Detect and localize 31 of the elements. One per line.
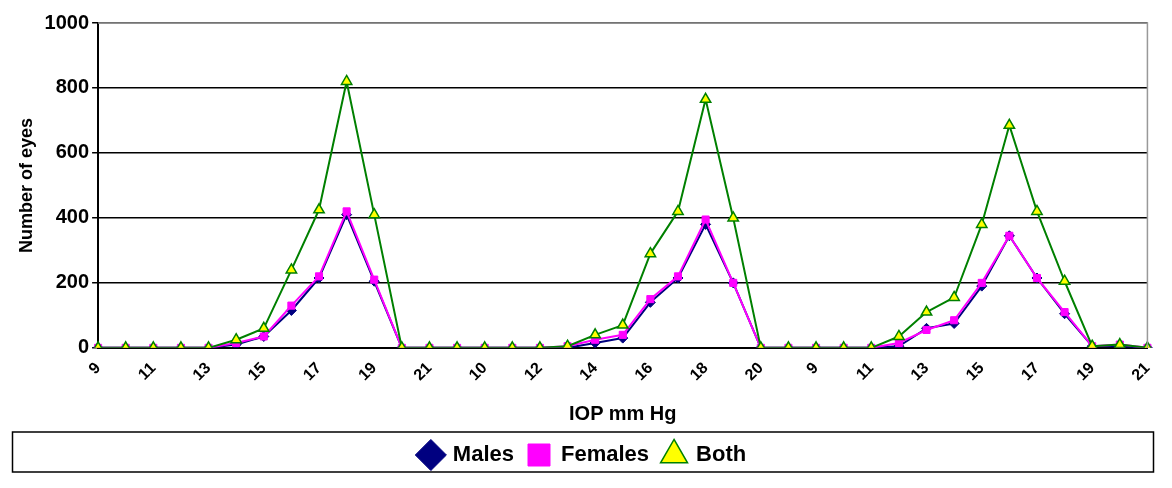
x-tick-label: 15 [962,358,988,384]
legend-label: Both [696,441,747,467]
x-tick-label: 18 [686,358,711,384]
y-tick-label: 800 [55,75,90,98]
y-tick-label: 0 [77,335,90,358]
x-tick-label: 9 [85,358,104,378]
x-tick-label: 19 [1072,358,1098,384]
x-tick-label: 13 [189,358,214,384]
x-tick-label: 16 [631,358,656,384]
x-tick-label: 20 [741,358,767,384]
x-tick-label: 12 [520,358,546,384]
x-tick-label: 17 [299,358,325,384]
x-tick-label: 17 [1017,358,1043,384]
x-tick-label: 21 [1128,358,1153,384]
x-tick-label: 19 [354,358,380,384]
y-tick-label: 200 [55,270,90,293]
y-axis-title: Number of eyes [15,117,36,253]
x-tick-label: 14 [575,358,601,384]
x-tick-label: 15 [244,358,270,384]
x-tick-label: 11 [852,358,877,383]
y-tick-label: 600 [55,140,90,163]
y-tick-label: 400 [55,205,90,228]
x-axis-title: IOP mm Hg [569,401,677,424]
x-tick-label: 10 [465,358,490,384]
x-tick-label: 13 [907,358,932,384]
y-tick-label: 1000 [44,10,90,33]
x-tick-label: 9 [802,358,822,378]
legend-label: Females [561,441,650,467]
legend-label: Males [452,441,515,467]
x-tick-label: 21 [410,358,435,384]
x-tick-label: 11 [134,358,159,383]
